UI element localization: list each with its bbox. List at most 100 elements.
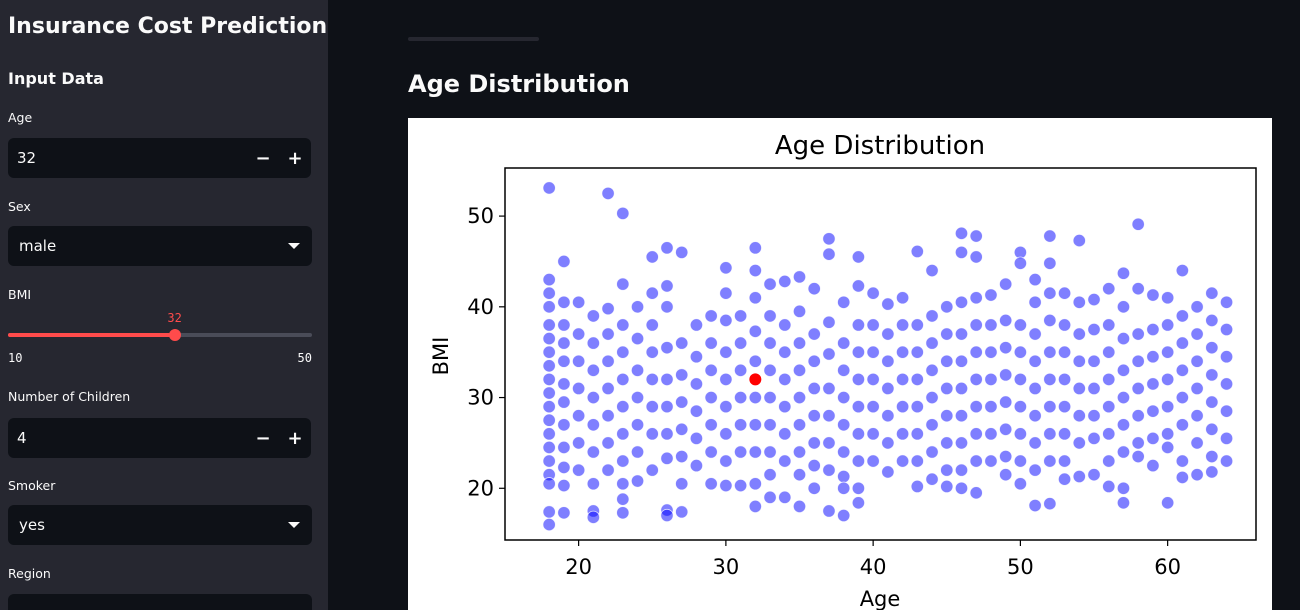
data-point <box>660 300 674 314</box>
data-point <box>1116 418 1131 432</box>
data-point <box>719 400 733 414</box>
y-tick-label: 50 <box>467 204 494 228</box>
data-point <box>1190 300 1204 314</box>
data-point <box>866 400 880 414</box>
data-point <box>660 279 674 293</box>
data-point <box>616 506 630 520</box>
data-point <box>704 309 718 323</box>
data-point <box>940 327 954 341</box>
data-point <box>689 350 704 364</box>
data-point <box>778 490 792 504</box>
age-increment-button[interactable]: + <box>287 147 303 169</box>
children-decrement-button[interactable]: − <box>255 427 271 449</box>
data-point <box>542 181 556 195</box>
data-point <box>542 300 556 314</box>
data-point <box>851 454 866 468</box>
data-point <box>557 318 571 332</box>
data-point <box>675 477 689 491</box>
data-point <box>822 232 836 246</box>
data-point <box>807 381 821 396</box>
data-point <box>837 481 851 495</box>
data-point <box>954 354 969 368</box>
data-point <box>1013 372 1027 387</box>
data-point <box>675 449 689 464</box>
data-point <box>748 291 762 305</box>
age-input[interactable]: 32 <box>17 149 37 167</box>
data-point <box>734 418 748 432</box>
data-point <box>1146 458 1160 473</box>
data-point <box>763 490 777 504</box>
data-point <box>778 345 792 359</box>
data-point <box>1013 454 1027 468</box>
data-point <box>601 463 615 477</box>
data-point <box>1087 381 1101 396</box>
bmi-slider-thumb[interactable] <box>168 329 181 341</box>
data-point <box>895 454 910 468</box>
data-point <box>616 277 630 291</box>
data-point <box>748 390 762 405</box>
data-point <box>748 499 762 514</box>
data-point <box>542 318 556 332</box>
data-point <box>954 295 969 309</box>
data-point <box>542 345 556 359</box>
data-point <box>822 463 836 477</box>
data-point <box>1116 496 1131 510</box>
data-point <box>630 390 645 405</box>
children-input[interactable]: 4 <box>17 429 27 447</box>
data-point <box>969 372 983 387</box>
data-point <box>1190 354 1204 368</box>
data-point <box>837 363 851 377</box>
data-point <box>925 336 939 350</box>
user-data-point <box>748 372 763 387</box>
smoker-select[interactable]: yes <box>8 505 312 545</box>
data-point <box>630 363 645 377</box>
region-select[interactable] <box>8 594 312 610</box>
data-point <box>881 381 895 396</box>
data-point <box>1102 427 1116 441</box>
data-point <box>645 400 659 414</box>
data-point <box>778 318 792 332</box>
data-point <box>1131 381 1145 396</box>
children-increment-button[interactable]: + <box>287 427 303 449</box>
data-point <box>792 363 807 377</box>
data-point <box>586 309 600 323</box>
data-point <box>822 436 836 450</box>
sex-select[interactable]: male <box>8 226 312 266</box>
data-point <box>616 318 630 332</box>
data-point <box>940 300 954 314</box>
data-point <box>660 372 674 387</box>
data-point <box>792 304 807 318</box>
age-decrement-button[interactable]: − <box>255 147 271 169</box>
data-point <box>572 409 586 423</box>
data-point <box>851 318 866 332</box>
sidebar-subtitle: Input Data <box>8 69 104 88</box>
data-point <box>851 279 866 293</box>
data-point <box>1161 496 1175 510</box>
data-point <box>1205 368 1219 382</box>
data-point <box>1013 400 1027 414</box>
bmi-slider[interactable]: 32 10 50 <box>8 310 312 365</box>
data-point <box>557 354 571 368</box>
data-point <box>601 327 615 341</box>
data-point <box>1219 431 1234 445</box>
data-point <box>734 390 748 405</box>
data-point <box>792 468 807 482</box>
data-point <box>881 409 895 423</box>
data-point <box>660 508 674 523</box>
data-point <box>910 479 924 494</box>
data-point <box>778 427 792 441</box>
data-point <box>704 418 718 432</box>
y-tick-label: 40 <box>467 295 494 319</box>
data-point <box>822 315 836 329</box>
data-point <box>616 400 630 414</box>
data-point <box>1087 354 1101 368</box>
data-point <box>940 479 954 494</box>
data-point <box>984 454 998 468</box>
data-point <box>822 504 836 518</box>
data-point <box>748 241 762 255</box>
data-point <box>851 481 866 495</box>
data-point <box>778 400 792 414</box>
data-point <box>910 345 924 359</box>
data-point <box>542 440 556 455</box>
data-point <box>807 354 821 368</box>
